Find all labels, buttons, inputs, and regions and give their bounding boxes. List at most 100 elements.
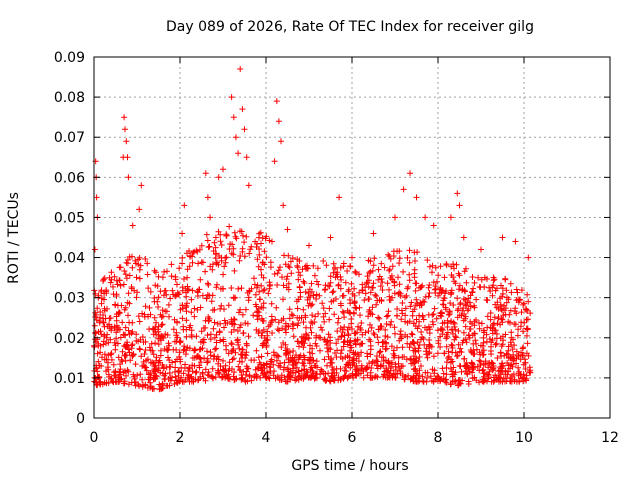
- data-point: [280, 202, 287, 209]
- data-point: [256, 288, 263, 295]
- data-point: [345, 324, 352, 331]
- data-point: [200, 339, 207, 346]
- data-point: [168, 273, 175, 280]
- data-point: [525, 298, 532, 305]
- data-point: [235, 150, 242, 157]
- data-point: [411, 274, 418, 281]
- data-point: [424, 374, 431, 381]
- data-point: [432, 264, 439, 271]
- data-point: [265, 323, 272, 330]
- data-point: [162, 287, 169, 294]
- data-point: [340, 260, 347, 267]
- data-point: [386, 360, 393, 367]
- data-point: [234, 336, 241, 343]
- data-point: [101, 351, 108, 358]
- data-point: [386, 293, 393, 300]
- data-point: [156, 386, 163, 393]
- data-point: [264, 350, 271, 357]
- data-point: [111, 273, 118, 280]
- data-point: [359, 331, 366, 338]
- data-point: [448, 356, 455, 363]
- data-point: [262, 373, 269, 380]
- data-point: [180, 370, 187, 377]
- data-point: [239, 358, 245, 365]
- data-point: [462, 288, 469, 295]
- data-point: [290, 348, 297, 354]
- data-point: [261, 248, 268, 255]
- data-point: [101, 296, 107, 303]
- data-point: [406, 259, 413, 266]
- data-point: [261, 335, 268, 341]
- data-point: [437, 326, 444, 333]
- data-point: [150, 325, 157, 332]
- data-point: [458, 368, 465, 375]
- data-point: [470, 285, 477, 292]
- data-point: [429, 311, 436, 318]
- data-point: [365, 328, 372, 335]
- data-point: [277, 264, 283, 271]
- data-point: [516, 297, 523, 304]
- data-point: [220, 357, 226, 364]
- data-point: [463, 359, 470, 366]
- data-point: [484, 313, 491, 320]
- data-point: [296, 283, 303, 290]
- data-point: [189, 362, 196, 369]
- data-point: [487, 288, 494, 295]
- data-point: [359, 281, 366, 288]
- data-point: [92, 329, 99, 336]
- data-point: [377, 348, 384, 355]
- data-point: [178, 374, 185, 381]
- data-point: [445, 311, 452, 318]
- data-point: [255, 234, 262, 241]
- data-point: [520, 328, 526, 335]
- data-point: [126, 349, 133, 356]
- data-point: [406, 247, 413, 254]
- data-point: [433, 315, 440, 322]
- data-point: [415, 347, 422, 354]
- data-point: [500, 312, 507, 319]
- data-point: [211, 334, 218, 341]
- data-point: [451, 278, 458, 285]
- data-point: [227, 241, 234, 247]
- data-point: [465, 378, 472, 385]
- data-point: [482, 358, 489, 365]
- data-point: [240, 330, 247, 336]
- data-point: [100, 319, 107, 326]
- data-point: [133, 331, 140, 338]
- data-point: [104, 331, 111, 338]
- data-point: [476, 349, 483, 356]
- data-point: [147, 359, 154, 366]
- data-point: [507, 280, 514, 287]
- data-point: [224, 374, 231, 381]
- data-point: [352, 371, 359, 377]
- data-point: [112, 346, 119, 353]
- data-point: [254, 282, 261, 289]
- data-point: [114, 281, 121, 288]
- data-point: [385, 308, 392, 315]
- data-point: [430, 321, 437, 328]
- data-point: [172, 293, 179, 300]
- data-point: [245, 333, 252, 340]
- data-point: [523, 325, 530, 332]
- data-point: [443, 288, 449, 294]
- data-point: [255, 365, 261, 372]
- data-point: [412, 365, 419, 372]
- data-point: [179, 230, 186, 237]
- data-point: [124, 344, 131, 350]
- data-point: [507, 365, 513, 372]
- data-point: [342, 279, 349, 286]
- data-point: [252, 291, 259, 298]
- data-point: [351, 285, 358, 292]
- data-point: [293, 359, 300, 366]
- data-point: [327, 334, 334, 341]
- data-point: [399, 372, 406, 379]
- data-point: [391, 278, 398, 285]
- data-point: [160, 365, 167, 372]
- data-point: [164, 347, 171, 354]
- data-point: [204, 194, 211, 201]
- data-point: [449, 342, 456, 349]
- data-point: [412, 302, 419, 309]
- data-point: [443, 262, 450, 269]
- data-point: [300, 344, 307, 351]
- data-point: [294, 338, 301, 345]
